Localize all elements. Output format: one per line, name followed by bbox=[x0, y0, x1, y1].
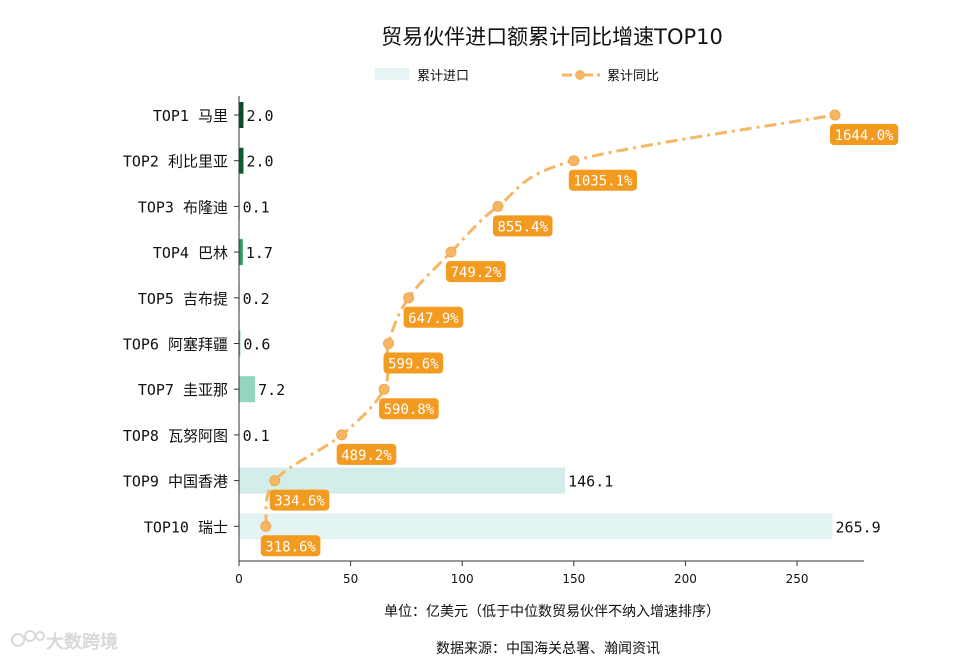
bar-value-label: 0.1 bbox=[243, 427, 270, 445]
category-label: TOP10 瑞士 bbox=[144, 518, 228, 536]
category-label: TOP7 圭亚那 bbox=[138, 381, 228, 399]
category-labels: TOP1 马里 TOP2 利比里亚 TOP3 布隆迪 TOP4 巴林 TOP5 吉布提 T… bbox=[123, 107, 228, 536]
yoy-label: 855.4% bbox=[497, 219, 548, 235]
bar-value-label: 7.2 bbox=[258, 381, 285, 399]
watermark: 大数跨境 bbox=[11, 630, 118, 653]
yoy-labels: 1644.0% 1035.1% 855.4% 749.2% 647.9% 599.6% 59… bbox=[260, 124, 899, 557]
yoy-point bbox=[269, 475, 281, 487]
category-label: TOP5 吉布提 bbox=[138, 290, 228, 308]
legend-line-label: 累计同比 bbox=[607, 69, 659, 84]
bar-value-label: 0.1 bbox=[243, 198, 270, 216]
legend: 累计进口 累计同比 bbox=[375, 68, 659, 84]
yoy-label-box bbox=[269, 489, 330, 511]
bar bbox=[239, 467, 566, 494]
data-source: 数据来源：中国海关总署、瀚闻资讯 bbox=[436, 641, 660, 657]
yoy-point bbox=[829, 109, 841, 121]
yoy-point bbox=[445, 246, 457, 258]
category-label: TOP1 马里 bbox=[153, 107, 228, 125]
x-tick-label: 200 bbox=[674, 572, 697, 586]
bar-value-label: 2.0 bbox=[246, 107, 273, 125]
yoy-point bbox=[383, 338, 395, 349]
yoy-point bbox=[403, 292, 415, 304]
x-ticks: 0 50 100 150 200 250 bbox=[235, 561, 808, 586]
yoy-label-box bbox=[260, 535, 321, 557]
yoy-label: 749.2% bbox=[451, 265, 502, 281]
yoy-label-box bbox=[336, 443, 397, 465]
watermark-text: 大数跨境 bbox=[46, 631, 118, 653]
x-tick-label: 150 bbox=[562, 572, 585, 586]
bar-value-labels: 2.0 2.0 0.1 1.7 0.2 0.6 7.2 0.1 146.1 265.9 bbox=[243, 107, 881, 536]
yoy-label: 647.9% bbox=[408, 311, 459, 327]
yoy-point bbox=[568, 155, 580, 167]
bar-value-label: 265.9 bbox=[836, 518, 881, 536]
category-label: TOP6 阿塞拜疆 bbox=[123, 336, 228, 354]
bar bbox=[239, 102, 244, 128]
bar bbox=[239, 330, 241, 357]
legend-bar-label: 累计进口 bbox=[417, 69, 469, 84]
yoy-label-box bbox=[492, 215, 553, 237]
yoy-point bbox=[492, 200, 504, 212]
yoy-label-box bbox=[568, 169, 638, 191]
x-tick-label: 0 bbox=[235, 572, 243, 586]
yoy-label-box bbox=[829, 124, 899, 145]
yoy-label: 599.6% bbox=[388, 357, 439, 373]
chart-title: 贸易伙伴进口额累计同比增速TOP10 bbox=[381, 25, 723, 49]
yoy-point bbox=[378, 383, 390, 395]
bar bbox=[239, 239, 243, 266]
yoy-label: 1644.0% bbox=[835, 128, 895, 144]
bar bbox=[239, 376, 256, 403]
bar-series bbox=[239, 102, 833, 540]
yoy-label: 590.8% bbox=[384, 402, 435, 418]
category-label: TOP8 瓦努阿图 bbox=[123, 427, 228, 445]
yoy-label-box bbox=[379, 398, 439, 420]
yoy-point bbox=[336, 429, 348, 441]
watermark-logo-icon bbox=[11, 630, 45, 647]
yoy-label: 334.6% bbox=[274, 494, 325, 510]
x-tick-label: 250 bbox=[786, 572, 809, 586]
x-axis-label: 单位：亿美元（低于中位数贸易伙伴不纳入增速排序） bbox=[384, 604, 720, 620]
yoy-label: 318.6% bbox=[265, 539, 316, 555]
yoy-label: 1035.1% bbox=[573, 174, 633, 190]
x-tick-label: 100 bbox=[451, 572, 474, 586]
bar bbox=[239, 513, 833, 540]
yoy-label-box bbox=[383, 352, 444, 374]
bar-value-label: 1.7 bbox=[246, 244, 273, 262]
y-ticks bbox=[234, 114, 239, 527]
category-label: TOP9 中国香港 bbox=[123, 473, 228, 491]
yoy-label-box bbox=[403, 306, 464, 328]
yoy-label: 489.2% bbox=[341, 448, 392, 464]
yoy-point bbox=[260, 520, 272, 532]
legend-line-marker bbox=[575, 70, 585, 80]
legend-bar-swatch bbox=[375, 68, 409, 80]
bar bbox=[239, 147, 244, 174]
category-label: TOP3 布隆迪 bbox=[138, 198, 228, 216]
bar-value-label: 0.6 bbox=[243, 336, 270, 354]
yoy-line-series bbox=[260, 109, 841, 532]
bar-value-label: 0.2 bbox=[243, 290, 270, 308]
bar-value-label: 146.1 bbox=[568, 473, 613, 491]
category-label: TOP4 巴林 bbox=[153, 244, 228, 262]
x-tick-label: 50 bbox=[343, 572, 358, 586]
category-label: TOP2 利比里亚 bbox=[123, 153, 228, 171]
yoy-label-box bbox=[446, 261, 506, 283]
bar-value-label: 2.0 bbox=[246, 153, 273, 171]
